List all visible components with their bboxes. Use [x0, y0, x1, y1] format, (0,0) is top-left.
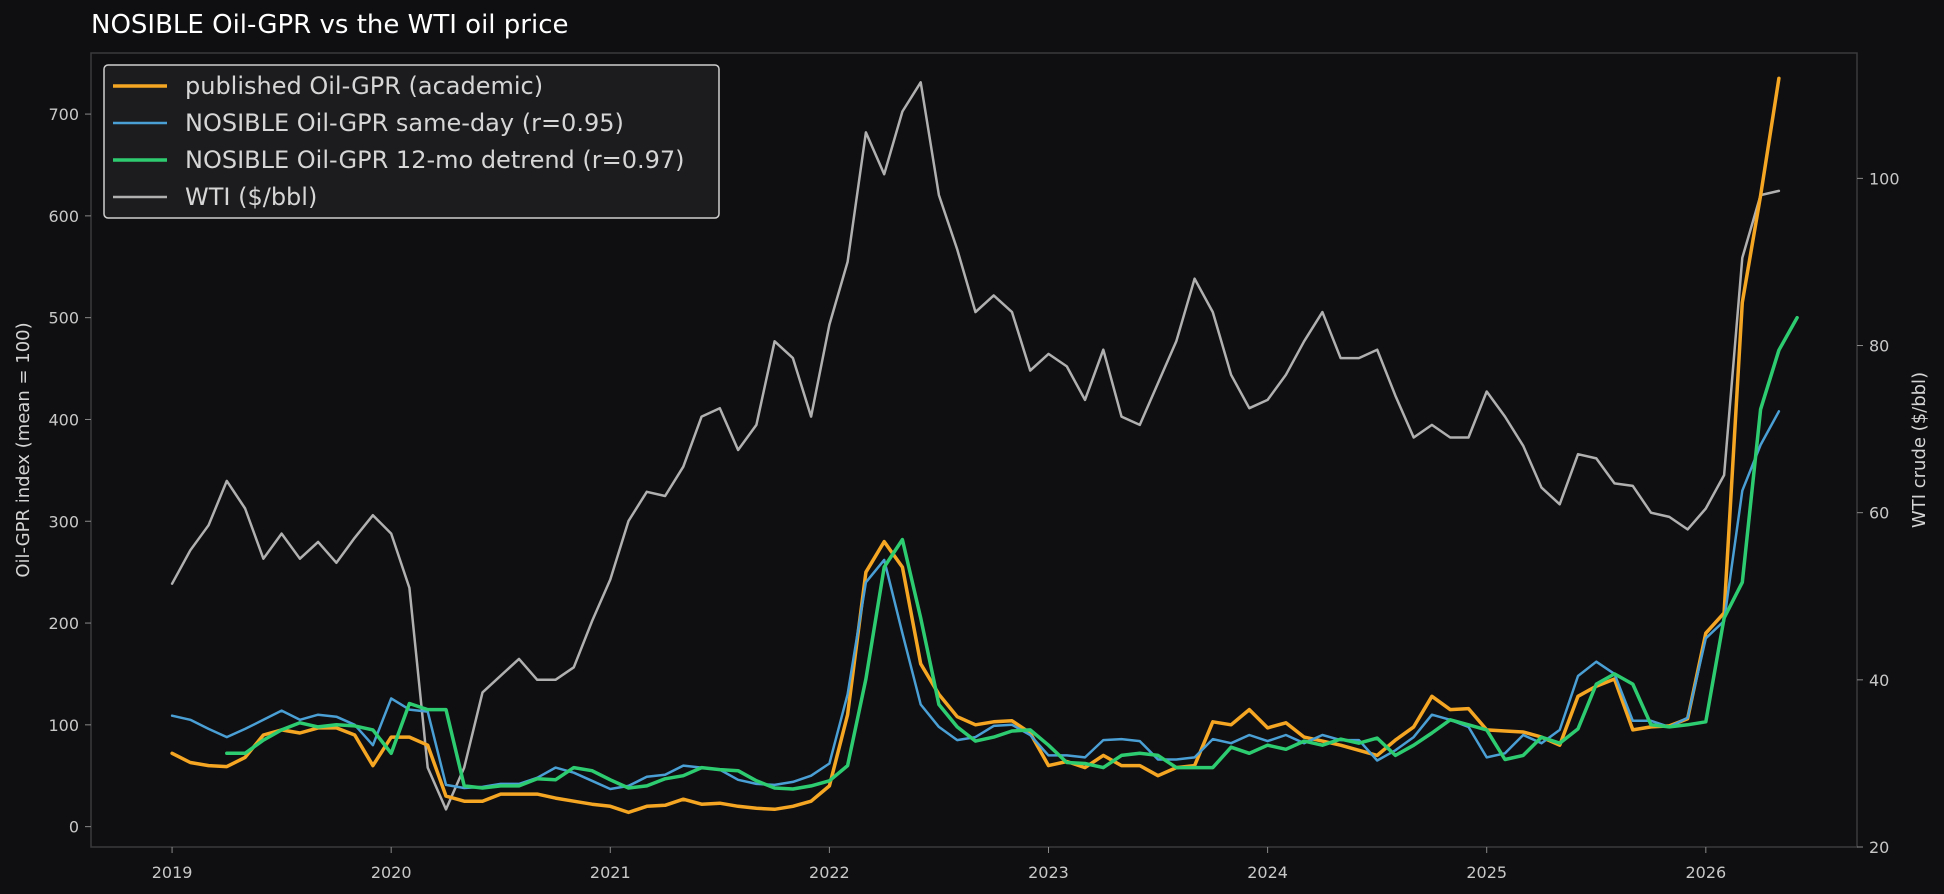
- legend-box: [103, 64, 720, 219]
- series-line-published-oil-gpr-academic: [170, 76, 1781, 815]
- right-tick-label: 100: [1869, 169, 1900, 188]
- series-line-wti-bbl: [170, 81, 1781, 811]
- plot-area-frame: [90, 52, 1858, 848]
- series-line-nosible-oil-gpr-same-day-r-0-95: [170, 410, 1781, 791]
- right-tick-label: 80: [1869, 337, 1889, 356]
- chart-title: NOSIBLE Oil-GPR vs the WTI oil price: [91, 10, 568, 40]
- left-tick-label: 600: [48, 207, 79, 226]
- left-tick-label: 700: [48, 105, 79, 124]
- legend: published Oil-GPR (academic) NOSIBLE Oil-…: [103, 64, 720, 219]
- left-tick-label: 300: [48, 512, 79, 531]
- x-tick-label: 2021: [590, 863, 631, 882]
- right-tick-label: 20: [1869, 838, 1889, 857]
- left-tick-label: 100: [48, 716, 79, 735]
- left-tick-label: 200: [48, 614, 79, 633]
- series-line-nosible-oil-gpr-12-mo-detrend-r-0-97: [225, 315, 1799, 791]
- x-tick-label: 2026: [1685, 863, 1726, 882]
- legend-entry-label: published Oil-GPR (academic): [185, 72, 543, 100]
- left-tick-label: 500: [48, 309, 79, 328]
- x-tick-label: 2019: [152, 863, 193, 882]
- legend-entry-label: NOSIBLE Oil-GPR same-day (r=0.95): [185, 109, 624, 137]
- x-tick-label: 2020: [371, 863, 412, 882]
- x-tick-label: 2025: [1466, 863, 1507, 882]
- x-tick-label: 2024: [1247, 863, 1288, 882]
- left-tick-label: 0: [69, 818, 79, 837]
- x-tick-label: 2022: [809, 863, 850, 882]
- right-tick-label: 60: [1869, 504, 1889, 523]
- right-axis: 20 40 60 80 100: [1857, 169, 1900, 857]
- legend-entry-label: NOSIBLE Oil-GPR 12-mo detrend (r=0.97): [185, 146, 685, 174]
- x-axis: 2019 2020 2021 2022 2023 2024 2025 2026: [152, 847, 1726, 882]
- left-axis: 0 100 200 300 400 500 600 700: [48, 105, 91, 837]
- series-layer: [170, 76, 1799, 815]
- x-tick-label: 2023: [1028, 863, 1069, 882]
- legend-entry-label: WTI ($/bbl): [185, 183, 317, 211]
- right-tick-label: 40: [1869, 671, 1889, 690]
- left-tick-label: 400: [48, 410, 79, 429]
- left-axis-label: Oil-GPR index (mean = 100): [13, 322, 34, 577]
- right-axis-label: WTI crude ($/bbl): [1909, 372, 1930, 528]
